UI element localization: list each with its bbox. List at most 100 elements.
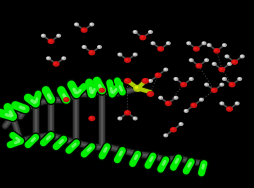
Circle shape [222, 78, 224, 79]
Circle shape [124, 111, 130, 115]
Circle shape [214, 49, 216, 51]
Circle shape [158, 96, 162, 99]
Circle shape [164, 134, 165, 135]
Circle shape [187, 42, 188, 43]
Circle shape [165, 101, 170, 105]
Circle shape [212, 63, 215, 65]
Circle shape [220, 102, 221, 103]
Circle shape [118, 117, 121, 120]
Circle shape [139, 36, 145, 40]
Circle shape [225, 55, 226, 56]
Circle shape [219, 102, 223, 105]
Circle shape [227, 108, 229, 109]
Circle shape [213, 49, 219, 53]
Circle shape [227, 63, 229, 64]
Circle shape [189, 78, 190, 79]
Circle shape [204, 59, 206, 60]
Circle shape [57, 34, 60, 37]
Circle shape [125, 59, 127, 60]
Circle shape [133, 31, 136, 33]
Circle shape [49, 40, 51, 42]
Circle shape [180, 83, 186, 87]
Circle shape [194, 48, 196, 49]
Circle shape [90, 117, 92, 119]
Circle shape [98, 46, 99, 47]
Circle shape [133, 54, 135, 55]
Circle shape [196, 64, 198, 66]
Circle shape [82, 46, 86, 48]
Circle shape [62, 57, 64, 58]
Circle shape [179, 123, 180, 124]
Circle shape [142, 79, 148, 83]
Circle shape [62, 57, 65, 60]
Circle shape [149, 80, 150, 81]
Circle shape [201, 42, 205, 45]
Circle shape [212, 63, 213, 64]
Circle shape [133, 31, 135, 32]
Circle shape [54, 63, 56, 64]
Circle shape [90, 51, 92, 53]
Circle shape [222, 44, 224, 45]
Circle shape [234, 102, 238, 105]
Circle shape [133, 117, 136, 120]
Circle shape [204, 83, 208, 86]
Circle shape [232, 61, 234, 62]
Circle shape [226, 107, 231, 111]
Circle shape [159, 97, 160, 98]
Circle shape [140, 36, 142, 38]
Circle shape [240, 55, 243, 58]
Circle shape [181, 83, 183, 85]
Circle shape [157, 47, 163, 51]
Circle shape [166, 42, 169, 45]
Circle shape [135, 86, 137, 89]
Circle shape [118, 54, 119, 55]
Circle shape [173, 96, 177, 99]
Circle shape [163, 68, 167, 71]
Circle shape [195, 64, 201, 68]
Circle shape [100, 89, 102, 90]
Circle shape [149, 31, 150, 32]
Circle shape [220, 84, 221, 85]
Circle shape [89, 116, 94, 121]
Circle shape [89, 51, 94, 55]
Circle shape [199, 98, 202, 101]
Circle shape [81, 28, 87, 32]
Circle shape [170, 128, 176, 132]
Circle shape [65, 99, 66, 100]
Circle shape [231, 60, 236, 64]
Circle shape [125, 111, 127, 113]
Circle shape [133, 53, 136, 56]
Circle shape [41, 34, 45, 37]
Circle shape [143, 79, 145, 81]
Circle shape [171, 128, 173, 130]
Circle shape [74, 23, 78, 26]
Circle shape [48, 39, 54, 43]
Circle shape [124, 58, 130, 62]
Circle shape [166, 102, 168, 104]
Circle shape [219, 68, 221, 70]
Circle shape [151, 42, 152, 43]
Circle shape [164, 69, 165, 70]
Circle shape [173, 78, 177, 80]
Circle shape [148, 31, 152, 33]
Circle shape [155, 73, 160, 77]
Circle shape [237, 78, 241, 80]
Circle shape [64, 98, 69, 102]
Circle shape [83, 46, 84, 47]
Circle shape [207, 44, 210, 46]
Circle shape [186, 42, 190, 45]
Circle shape [47, 57, 48, 58]
Circle shape [158, 48, 160, 49]
Circle shape [151, 42, 154, 45]
Circle shape [204, 84, 206, 85]
Circle shape [174, 97, 175, 98]
Circle shape [99, 88, 104, 92]
Circle shape [53, 62, 59, 66]
Circle shape [240, 55, 241, 56]
Circle shape [222, 78, 225, 80]
Circle shape [148, 92, 150, 94]
Circle shape [190, 103, 196, 107]
Circle shape [218, 67, 224, 72]
Circle shape [204, 59, 208, 61]
Circle shape [224, 55, 228, 58]
